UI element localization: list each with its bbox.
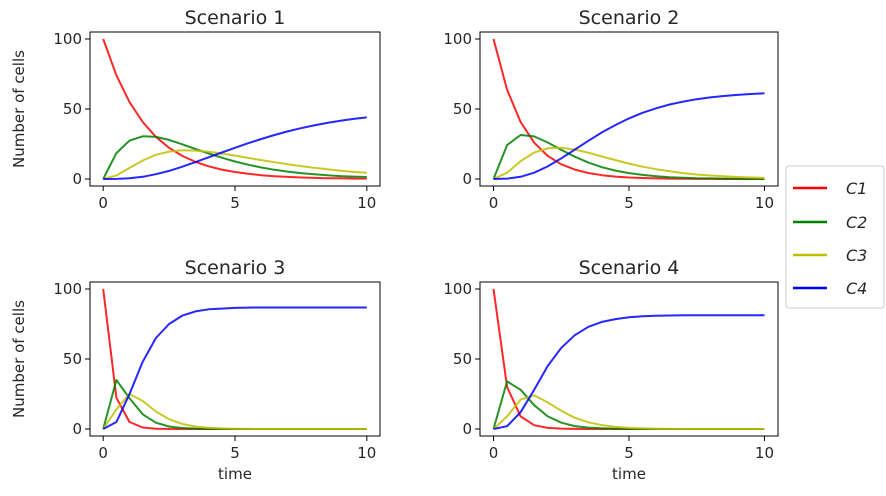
x-tick-label: 0 (98, 444, 108, 462)
legend-label-c3: C3 (846, 246, 867, 265)
axes-frame (89, 31, 381, 187)
series-line-c3 (492, 394, 765, 430)
x-tick-label: 0 (489, 444, 499, 462)
x-tick-label: 10 (357, 194, 376, 212)
series-lines (492, 288, 765, 430)
y-tick-label: 50 (453, 100, 472, 118)
series-lines (102, 38, 367, 180)
axes-frame (89, 281, 381, 437)
series-line-c1 (102, 38, 367, 180)
series-line-c2 (492, 134, 765, 180)
axes-frame (479, 281, 779, 437)
y-tick-label: 100 (443, 280, 472, 298)
subplot-title: Scenario 2 (579, 7, 680, 29)
subplot-title: Scenario 3 (185, 257, 286, 279)
y-tick-label: 100 (53, 280, 82, 298)
y-tick-label: 50 (63, 100, 82, 118)
y-tick-label: 0 (462, 420, 472, 438)
series-line-c4 (103, 116, 367, 180)
x-tick-label: 5 (624, 194, 634, 212)
subplot-title: Scenario 4 (579, 257, 680, 279)
x-tick-label: 5 (624, 444, 634, 462)
axes-frame (479, 31, 779, 187)
y-tick-label: 50 (453, 350, 472, 368)
y-tick-label: 0 (72, 420, 82, 438)
series-line-c4 (102, 306, 367, 430)
x-tick-label: 10 (755, 194, 774, 212)
y-axis-label: Number of cells (10, 300, 28, 418)
x-tick-label: 10 (755, 444, 774, 462)
y-axis-label: Number of cells (10, 50, 28, 168)
series-line-c1 (492, 38, 765, 180)
legend-frame (785, 165, 885, 309)
x-axis-label: time (612, 465, 646, 483)
legend-label-c2: C2 (846, 213, 867, 232)
legend-label-c4: C4 (846, 279, 867, 298)
y-tick-label: 50 (63, 350, 82, 368)
x-axis-label: time (218, 465, 252, 483)
x-tick-label: 10 (357, 444, 376, 462)
series-line-c4 (493, 314, 765, 430)
y-tick-label: 0 (72, 170, 82, 188)
series-line-c3 (102, 149, 367, 180)
series-line-c1 (102, 288, 367, 430)
x-tick-label: 5 (230, 194, 240, 212)
series-line-c3 (102, 393, 367, 430)
series-line-c2 (102, 379, 367, 430)
x-tick-label: 0 (489, 194, 499, 212)
series-line-c2 (102, 135, 367, 180)
x-tick-label: 5 (230, 444, 240, 462)
y-tick-label: 100 (53, 30, 82, 48)
legend-label-c1: C1 (846, 179, 867, 198)
x-tick-label: 0 (98, 194, 108, 212)
series-lines (102, 288, 367, 430)
y-tick-label: 0 (462, 170, 472, 188)
series-lines (492, 38, 765, 180)
series-line-c1 (492, 288, 765, 430)
y-tick-label: 100 (443, 30, 472, 48)
legend: C1 C2 C3 C4 (785, 165, 885, 309)
series-line-c3 (493, 146, 765, 180)
series-line-c4 (493, 92, 765, 180)
subplot-title: Scenario 1 (185, 7, 286, 29)
